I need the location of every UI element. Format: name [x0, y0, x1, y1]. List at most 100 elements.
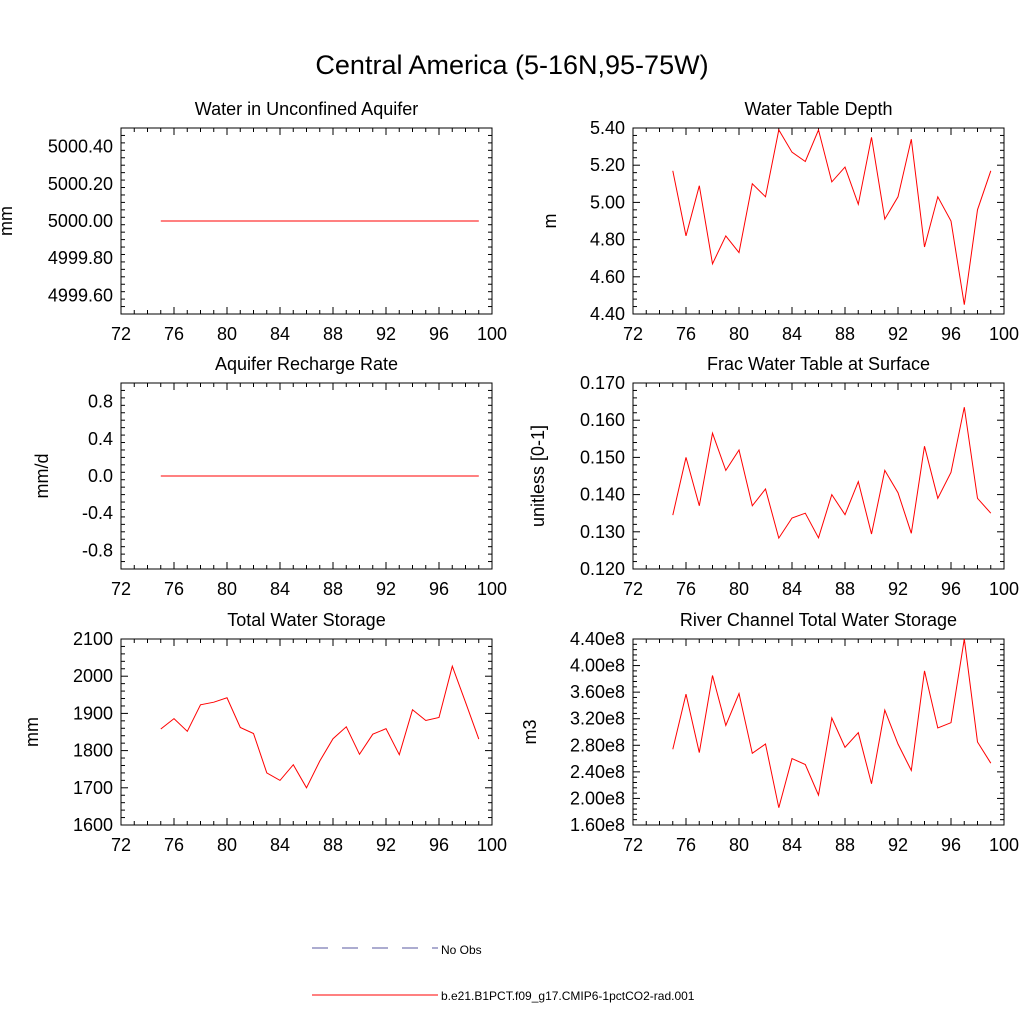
panel-title: Aquifer Recharge Rate: [215, 354, 398, 374]
x-tick-label: 100: [477, 324, 507, 344]
y-tick-label: 0.0: [88, 466, 113, 486]
x-tick-label: 76: [676, 579, 696, 599]
plot-frame: [120, 638, 493, 826]
x-tick-label: 88: [835, 835, 855, 855]
y-tick-label: -0.4: [82, 503, 113, 523]
y-axis-label: m3: [520, 719, 540, 744]
series-line: [672, 638, 992, 808]
x-tick-label: 84: [782, 324, 802, 344]
panel-title: Water Table Depth: [744, 99, 892, 119]
series-line: [672, 128, 992, 305]
x-tick-label: 96: [429, 835, 449, 855]
panel-title: Water in Unconfined Aquifer: [195, 99, 418, 119]
panel-title: Frac Water Table at Surface: [707, 354, 930, 374]
x-tick-label: 76: [164, 579, 184, 599]
x-tick-label: 92: [376, 835, 396, 855]
y-tick-label: 1600: [73, 815, 113, 835]
y-tick-label: 0.150: [580, 447, 625, 467]
x-tick-label: 84: [270, 835, 290, 855]
y-tick-label: 4.80: [590, 230, 625, 250]
x-tick-label: 72: [111, 835, 131, 855]
y-tick-label: 2.00e8: [570, 788, 625, 808]
y-tick-label: 1800: [73, 741, 113, 761]
y-axis-label: mm: [22, 717, 42, 747]
x-tick-label: 80: [729, 579, 749, 599]
panel-4: Frac Water Table at Surface unitless [0-1…: [528, 354, 1019, 599]
y-tick-label: 1900: [73, 703, 113, 723]
y-tick-label: 2100: [73, 629, 113, 649]
y-tick-label: 2000: [73, 666, 113, 686]
y-axis-label: m: [540, 214, 560, 229]
x-tick-label: 96: [941, 579, 961, 599]
x-tick-label: 88: [835, 579, 855, 599]
x-tick-label: 72: [111, 324, 131, 344]
x-tick-label: 80: [217, 324, 237, 344]
panel-title: River Channel Total Water Storage: [680, 610, 957, 630]
legend: No Obs b.e21.B1PCT.f09_g17.CMIP6-1pctCO2-…: [312, 943, 695, 1003]
x-tick-label: 96: [941, 324, 961, 344]
plot-frame: [632, 127, 1005, 315]
panel-5: Total Water Storage mm 72 76 80 84 88 92 96 100 16…: [22, 610, 507, 855]
y-tick-label: 0.4: [88, 429, 113, 449]
x-tick-label: 76: [164, 324, 184, 344]
panel-6: River Channel Total Water Storage m3 72 76 8…: [520, 610, 1019, 855]
x-tick-label: 100: [989, 324, 1019, 344]
x-tick-label: 92: [376, 579, 396, 599]
x-tick-label: 100: [989, 835, 1019, 855]
series-line: [672, 407, 992, 540]
y-tick-label: 4.40e8: [570, 629, 625, 649]
x-tick-label: 100: [477, 835, 507, 855]
series-line: [160, 664, 480, 789]
y-tick-label: 0.160: [580, 410, 625, 430]
x-tick-label: 72: [623, 579, 643, 599]
y-tick-label: 5.20: [590, 155, 625, 175]
y-axis-label: mm/d: [32, 454, 52, 499]
x-tick-label: 88: [323, 835, 343, 855]
figure-title: Central America (5-16N,95-75W): [315, 50, 709, 80]
y-tick-label: 4.40: [590, 304, 625, 324]
y-axis-label: mm: [0, 206, 16, 236]
x-tick-label: 96: [941, 835, 961, 855]
y-tick-label: 2.80e8: [570, 735, 625, 755]
y-tick-label: 3.60e8: [570, 682, 625, 702]
x-tick-label: 80: [729, 835, 749, 855]
legend-label-no-obs: No Obs: [441, 943, 482, 957]
y-tick-label: -0.8: [82, 540, 113, 560]
y-tick-label: 0.140: [580, 485, 625, 505]
y-tick-label: 5000.00: [48, 211, 113, 231]
x-tick-label: 84: [270, 324, 290, 344]
x-tick-label: 88: [323, 579, 343, 599]
x-tick-label: 80: [217, 579, 237, 599]
y-tick-label: 4999.60: [48, 285, 113, 305]
panel-title: Total Water Storage: [227, 610, 385, 630]
y-axis-label: unitless [0-1]: [528, 425, 548, 527]
y-tick-label: 5000.40: [48, 137, 113, 157]
x-tick-label: 76: [676, 835, 696, 855]
x-tick-label: 96: [429, 324, 449, 344]
x-tick-label: 92: [888, 324, 908, 344]
panel-1: Water in Unconfined Aquifer mm 72 76 80 84 88 9…: [0, 99, 507, 344]
plot-frame: [632, 638, 1005, 826]
y-tick-label: 0.130: [580, 522, 625, 542]
x-tick-label: 80: [217, 835, 237, 855]
y-tick-label: 2.40e8: [570, 762, 625, 782]
plot-frame: [632, 382, 1005, 570]
y-tick-label: 1.60e8: [570, 815, 625, 835]
y-tick-label: 4.00e8: [570, 656, 625, 676]
legend-label-model: b.e21.B1PCT.f09_g17.CMIP6-1pctCO2-rad.00…: [441, 989, 695, 1003]
x-tick-label: 72: [623, 324, 643, 344]
x-tick-label: 84: [782, 835, 802, 855]
y-tick-label: 4999.80: [48, 248, 113, 268]
y-tick-label: 3.20e8: [570, 709, 625, 729]
x-tick-label: 88: [323, 324, 343, 344]
x-tick-label: 72: [623, 835, 643, 855]
y-tick-label: 0.120: [580, 559, 625, 579]
x-tick-label: 88: [835, 324, 855, 344]
x-tick-label: 92: [888, 835, 908, 855]
panel-3: Aquifer Recharge Rate mm/d 72 76 80 84 88 92 96 1…: [32, 354, 507, 599]
x-tick-label: 76: [676, 324, 696, 344]
y-tick-label: 0.8: [88, 392, 113, 412]
x-tick-label: 96: [429, 579, 449, 599]
y-tick-label: 5.00: [590, 192, 625, 212]
